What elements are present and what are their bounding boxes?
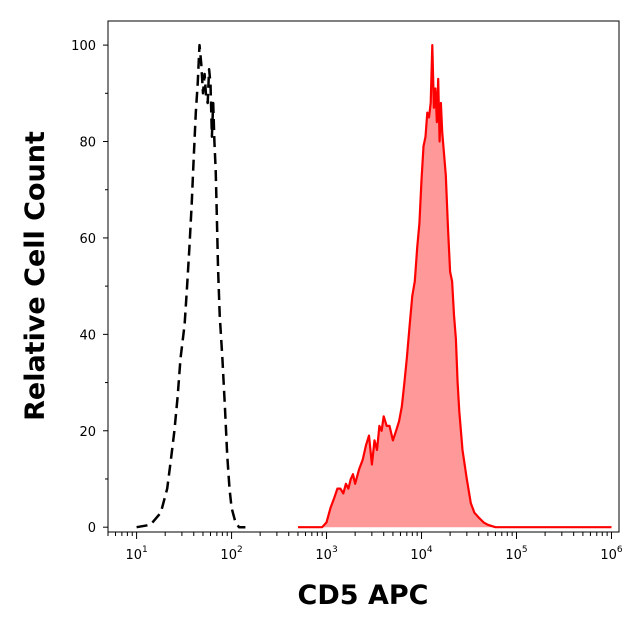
x-tick-label: 104 bbox=[410, 545, 433, 563]
y-axis: 0 20 40 60 80 100 bbox=[71, 39, 108, 536]
series-area-cd5-apc bbox=[298, 45, 612, 528]
x-axis-title: CD5 APC bbox=[298, 580, 429, 611]
x-tick-label: 106 bbox=[600, 545, 623, 563]
plot-frame bbox=[107, 20, 620, 533]
y-tick-label: 0 bbox=[88, 521, 96, 536]
y-tick-label: 20 bbox=[79, 425, 96, 440]
x-axis: 101 102 103 104 105 106 bbox=[107, 532, 623, 563]
y-tick-label: 80 bbox=[79, 136, 96, 151]
y-tick-label: 100 bbox=[71, 39, 96, 54]
x-tick-label: 105 bbox=[505, 545, 527, 563]
plot-area bbox=[136, 43, 612, 529]
x-tick-label: 103 bbox=[315, 545, 337, 563]
y-tick-label: 60 bbox=[79, 232, 96, 247]
x-tick-label: 101 bbox=[125, 545, 147, 563]
y-tick-label: 40 bbox=[79, 328, 96, 343]
series-line-control bbox=[136, 43, 246, 529]
y-axis-title: Relative Cell Count bbox=[20, 131, 51, 421]
series-line-cd5-apc bbox=[298, 44, 612, 529]
x-tick-label: 102 bbox=[220, 545, 242, 563]
